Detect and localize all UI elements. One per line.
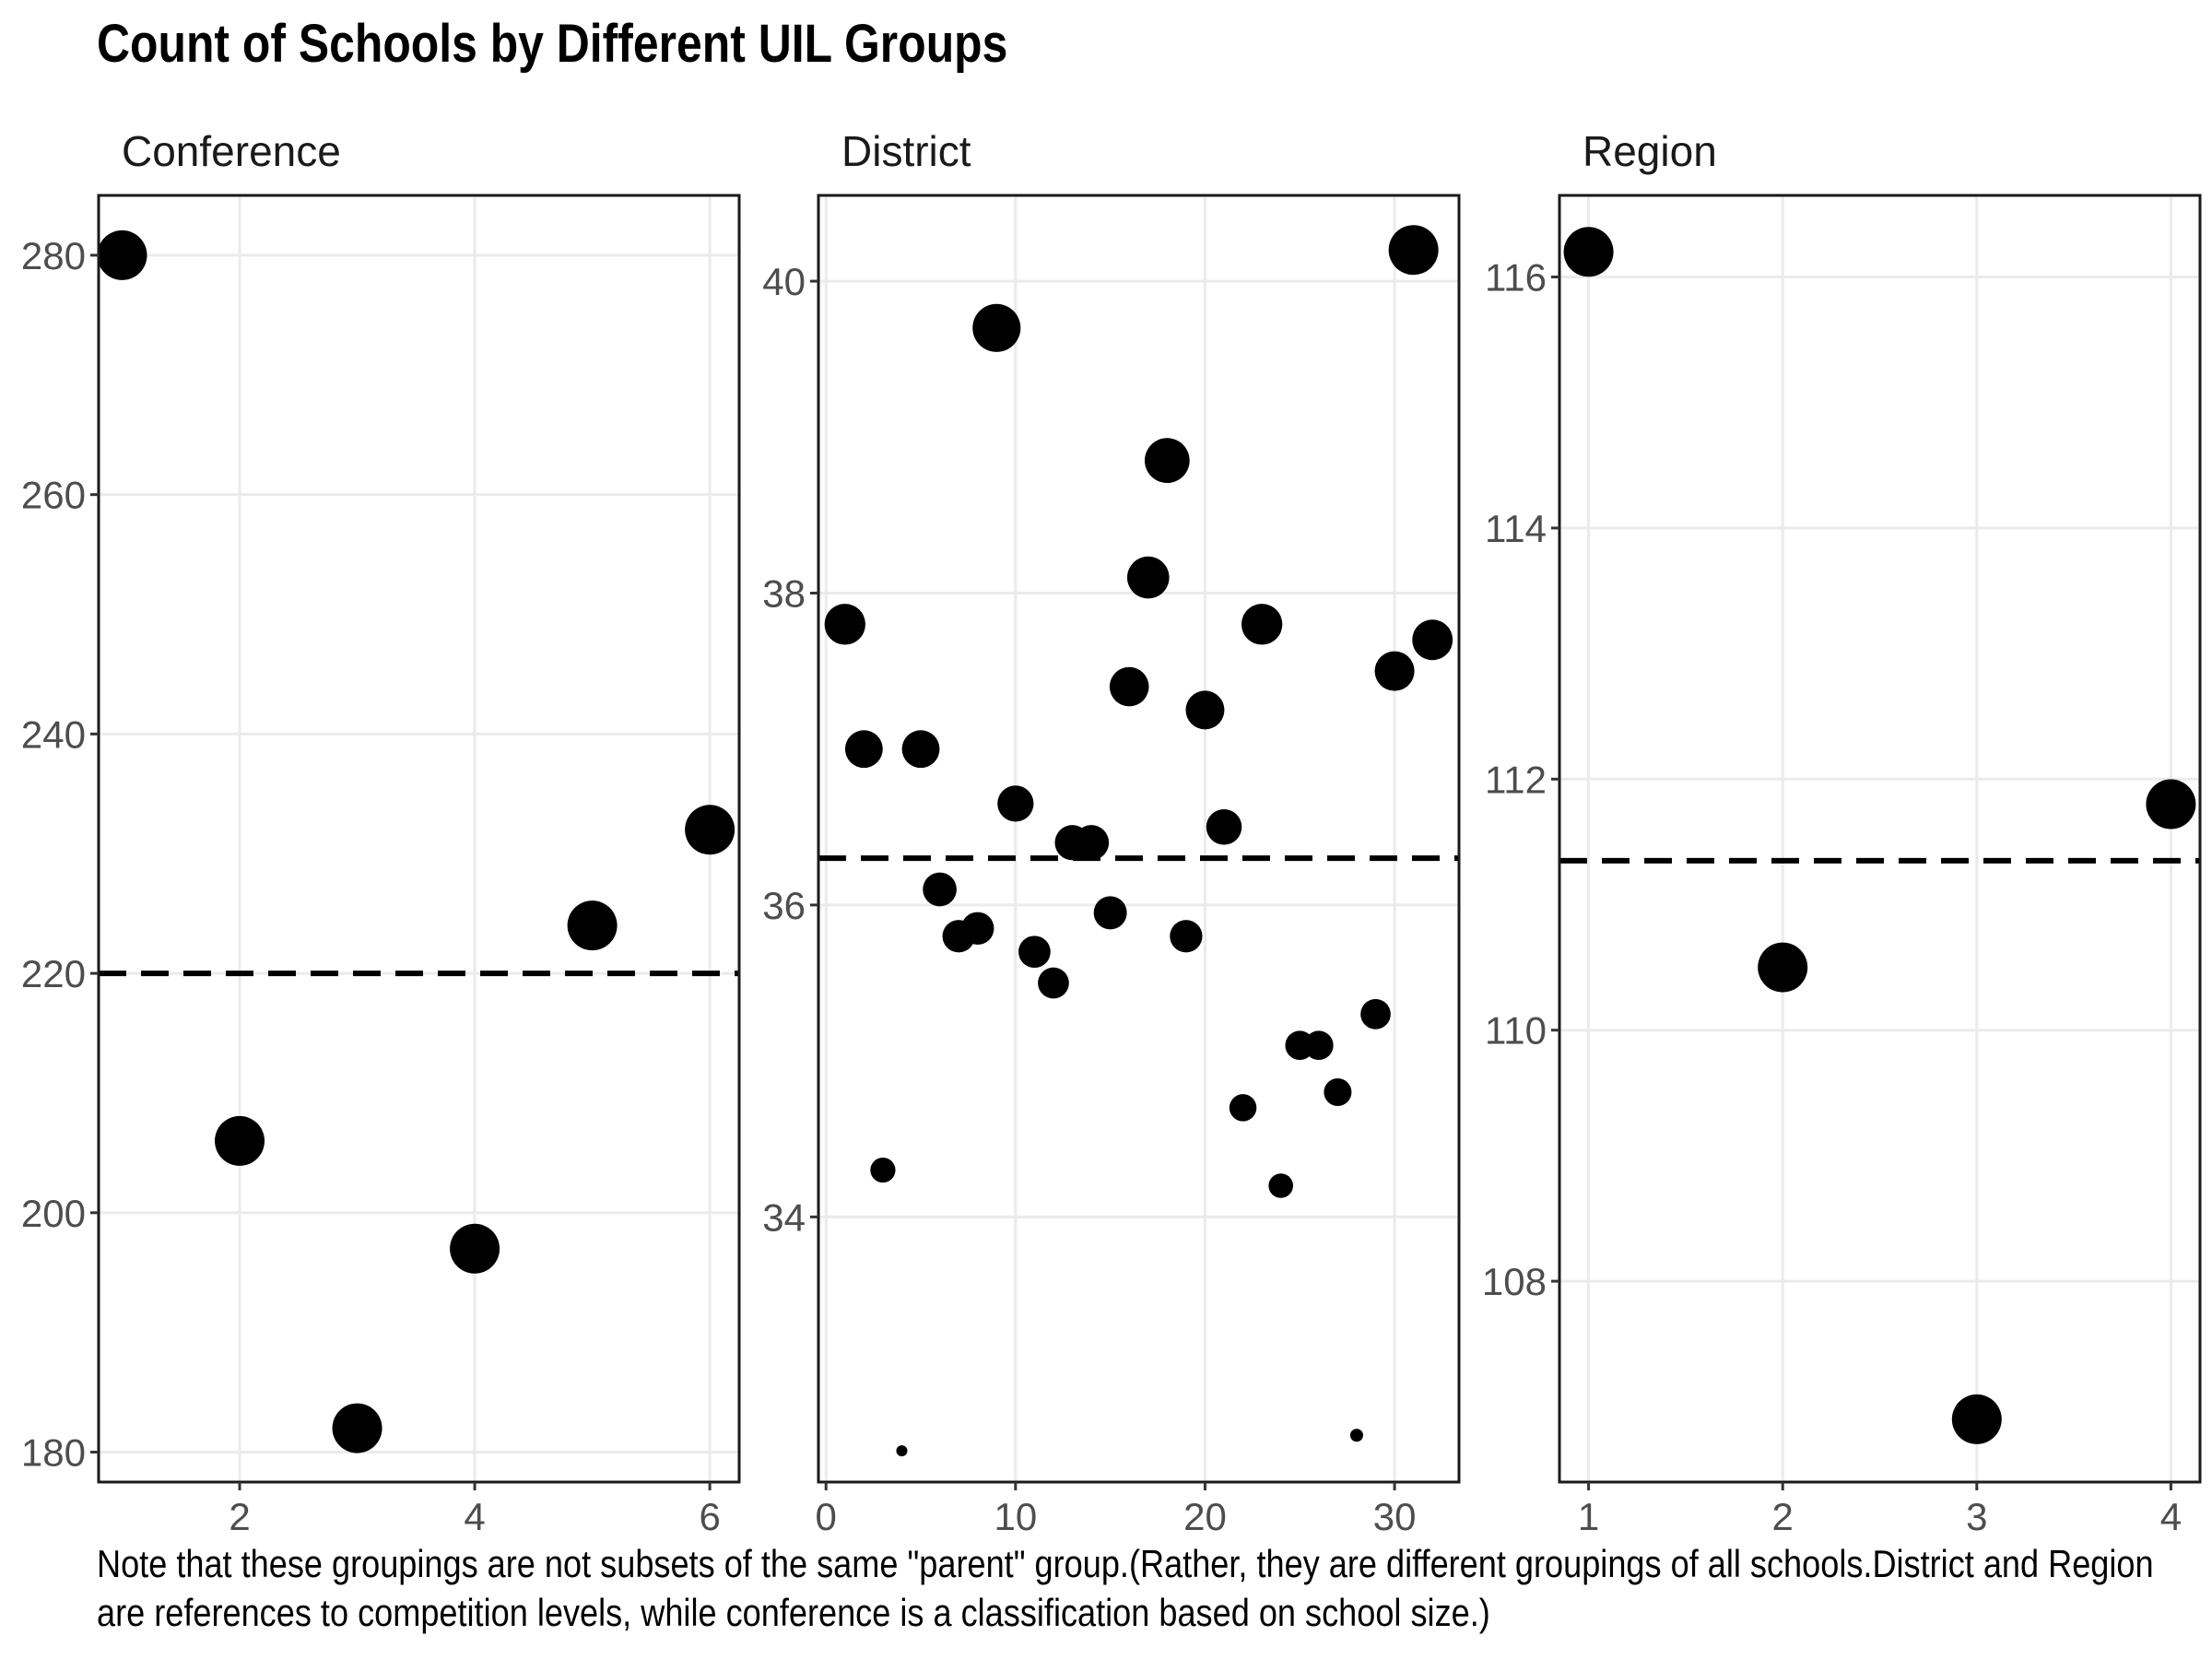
chart-caption: Note that these groupings are not subset… (97, 1542, 2154, 1634)
district-data-point (960, 912, 994, 946)
district-data-point (1229, 1094, 1257, 1122)
region-data-point (1758, 942, 1808, 993)
district-data-point (870, 1157, 896, 1183)
conference-y-tick-label: 200 (21, 1192, 86, 1235)
district-data-point (1388, 225, 1439, 276)
conference-data-point (567, 900, 618, 951)
conference-x-tick-label: 6 (699, 1495, 720, 1538)
district-data-point (1170, 920, 1203, 953)
conference-y-tick-label: 180 (21, 1431, 86, 1475)
region-y-tick-label: 112 (1485, 758, 1547, 801)
region-y-tick-label: 108 (1482, 1260, 1547, 1303)
district-data-point (997, 785, 1034, 822)
district-data-point (824, 604, 865, 645)
conference-strip-label: Conference (122, 127, 341, 175)
district-data-point (844, 730, 883, 769)
district-data-point (1206, 809, 1242, 845)
district-data-point (1093, 896, 1127, 930)
region-data-point (1563, 227, 1614, 277)
region-data-point (1951, 1394, 2002, 1444)
conference-y-tick-label: 260 (21, 474, 86, 517)
district-y-tick-label: 36 (762, 884, 806, 927)
district-data-point (1109, 666, 1149, 707)
region-panel-border (1558, 194, 2202, 1484)
region-x-tick-label: 2 (1772, 1495, 1794, 1538)
conference-data-point (97, 229, 147, 280)
conference-panel-border (97, 194, 741, 1484)
district-data-point (923, 872, 957, 907)
region-data-point (2146, 779, 2196, 830)
conference-data-point (215, 1115, 265, 1166)
district-data-point (1268, 1173, 1294, 1198)
district-data-point (1126, 556, 1170, 599)
district-x-tick-label: 10 (994, 1495, 1037, 1538)
district-data-point (1018, 935, 1051, 969)
district-data-point (1349, 1429, 1363, 1442)
district-x-tick-label: 0 (816, 1495, 837, 1538)
district-data-point (1412, 619, 1453, 661)
region-x-tick-label: 3 (1966, 1495, 1987, 1538)
district-data-point (1304, 1030, 1334, 1061)
district-data-point (1374, 651, 1415, 691)
district-data-point (1324, 1077, 1352, 1106)
district-data-point (896, 1445, 908, 1457)
district-y-tick-label: 38 (762, 571, 806, 615)
region-y-tick-label: 110 (1485, 1009, 1547, 1053)
district-x-tick-label: 30 (1373, 1495, 1417, 1538)
district-data-point (1074, 825, 1110, 861)
district-strip-label: District (841, 127, 971, 175)
region-x-tick-label: 4 (2160, 1495, 2182, 1538)
conference-y-tick-label: 280 (21, 234, 86, 277)
district-y-tick-label: 34 (762, 1195, 806, 1239)
conference-data-point (332, 1403, 382, 1453)
district-data-point (1185, 690, 1225, 730)
district-data-point (1241, 604, 1283, 645)
conference-x-tick-label: 4 (464, 1495, 485, 1538)
region-strip-label: Region (1583, 127, 1717, 175)
district-data-point (901, 730, 940, 769)
district-x-tick-label: 20 (1183, 1495, 1227, 1538)
district-data-point (1144, 438, 1190, 484)
conference-data-point (685, 805, 735, 855)
conference-x-tick-label: 2 (229, 1495, 250, 1538)
region-y-tick-label: 116 (1485, 256, 1547, 300)
region-x-tick-label: 1 (1578, 1495, 1599, 1538)
district-panel-background (818, 195, 1459, 1482)
district-data-point (972, 303, 1021, 352)
chart-title: Count of Schools by Different UIL Groups (97, 14, 1008, 74)
conference-y-tick-label: 220 (21, 952, 86, 995)
conference-y-tick-label: 240 (21, 712, 86, 756)
region-panel-background (1559, 195, 2200, 1482)
district-panel-border (817, 194, 1461, 1484)
conference-panel-background (99, 195, 739, 1482)
conference-data-point (450, 1223, 500, 1274)
district-data-point (1038, 967, 1069, 999)
region-y-tick-label: 114 (1485, 507, 1547, 550)
district-y-tick-label: 40 (762, 260, 806, 303)
district-data-point (1360, 999, 1391, 1030)
